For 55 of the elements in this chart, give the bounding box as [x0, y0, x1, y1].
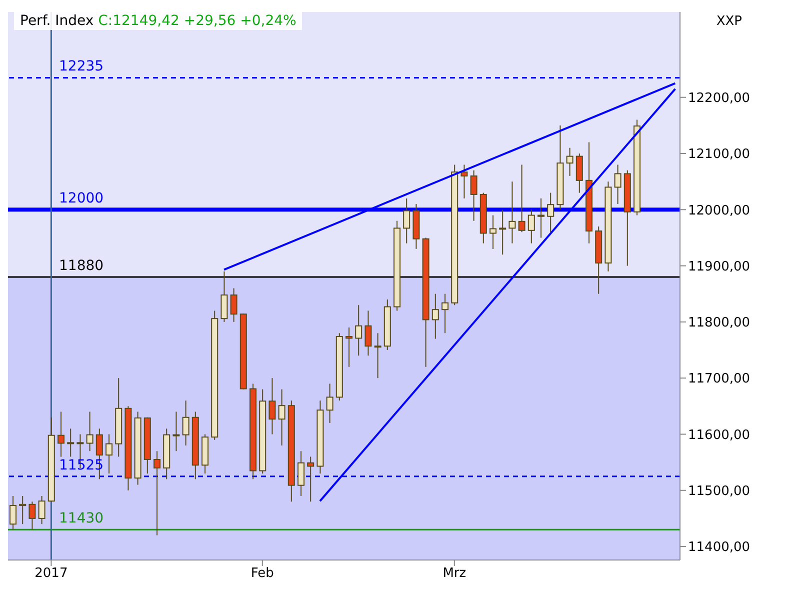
candlestick — [374, 332, 382, 379]
y-tick-label: 11500,00 — [688, 484, 750, 499]
candlestick — [508, 181, 516, 244]
x-tick-label: Feb — [250, 566, 274, 582]
chart-title: Perf. Index — [20, 13, 94, 29]
candlestick — [614, 164, 622, 205]
y-tick-label: 11900,00 — [688, 259, 750, 274]
candlestick — [172, 411, 180, 452]
candlestick — [278, 388, 286, 446]
candlestick — [547, 192, 554, 233]
candlestick — [86, 411, 94, 452]
candlestick — [432, 293, 439, 340]
candlestick — [38, 495, 46, 525]
y-tick-label: 12100,00 — [688, 147, 750, 162]
candlestick — [182, 400, 190, 446]
candlestick — [10, 495, 16, 530]
candlestick — [470, 170, 478, 222]
y-tick-label: 11600,00 — [688, 428, 750, 443]
candlestick — [307, 456, 314, 502]
candlestick — [403, 198, 410, 244]
candlestick — [499, 209, 506, 256]
candlestick — [490, 214, 496, 250]
candlestick — [58, 411, 64, 458]
x-tick-label: 2017 — [34, 566, 68, 582]
candlestick — [298, 450, 304, 496]
candlestick — [528, 209, 535, 244]
x-tick-label: Mrz — [442, 566, 466, 582]
candlestick — [154, 450, 160, 536]
candlestick — [106, 434, 112, 474]
ref-line-label: 12000 — [59, 190, 104, 207]
candlestick — [518, 164, 526, 233]
chart-subtitle: C:12149,42 +29,56 +0,24% — [98, 13, 296, 29]
candlestick — [442, 293, 448, 334]
ref-line-label: 11430 — [59, 510, 104, 527]
candlestick — [230, 288, 238, 322]
candlestick — [566, 147, 574, 176]
y-axis-title: XXP — [716, 14, 742, 29]
y-tick-label: 12000,00 — [688, 203, 750, 218]
candlestick — [346, 327, 352, 368]
candlestick — [326, 383, 334, 424]
y-tick-label: 11700,00 — [688, 372, 750, 387]
y-tick-label: 12200,00 — [688, 90, 750, 106]
candlestick — [538, 198, 544, 238]
y-tick-label: 11400,00 — [688, 540, 750, 556]
candlestick — [355, 304, 362, 356]
candlestick — [28, 501, 36, 530]
candlestick — [67, 428, 74, 458]
candlestick — [19, 495, 26, 525]
candlestick — [268, 378, 276, 435]
y-tick-label: 11800,00 — [688, 316, 750, 331]
ref-line-label: 12235 — [59, 58, 104, 75]
candlestick — [364, 310, 372, 356]
candlestick — [460, 164, 468, 199]
ref-line-label: 11880 — [59, 258, 104, 274]
candlestick — [220, 270, 228, 322]
